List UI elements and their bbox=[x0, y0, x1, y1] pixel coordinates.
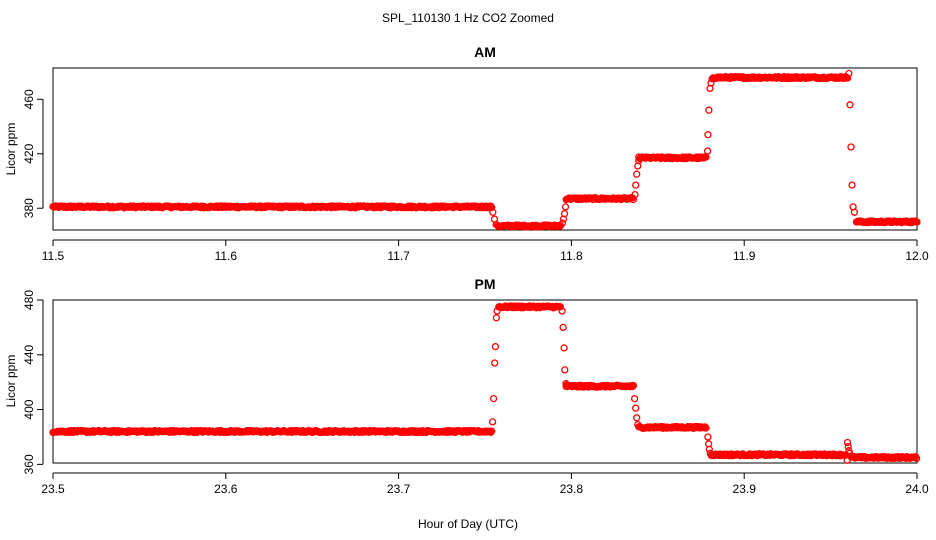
am-plot-frame bbox=[52, 67, 918, 231]
am-y-tick-label: 420 bbox=[22, 143, 36, 163]
pm-transition-point bbox=[845, 449, 854, 458]
x-axis-label: Hour of Day (UTC) bbox=[418, 517, 518, 531]
pm-transition-point bbox=[488, 418, 497, 426]
am-data-series bbox=[49, 69, 921, 231]
pm-transition-point bbox=[491, 359, 499, 367]
pm-transition-point bbox=[634, 420, 642, 429]
pm-transition-point bbox=[560, 344, 568, 352]
am-transition-point bbox=[633, 170, 641, 178]
pm-plot-frame bbox=[52, 299, 918, 464]
figure-title: SPL_110130 1 Hz CO2 Zoomed bbox=[382, 11, 554, 25]
pm-transition-point bbox=[843, 438, 852, 447]
pm-transition-point bbox=[562, 379, 570, 388]
pm-panel-title: PM bbox=[475, 276, 496, 292]
pm-data-point bbox=[487, 428, 495, 436]
am-transition-point bbox=[561, 203, 570, 211]
am-transition-point bbox=[631, 190, 639, 199]
pm-transition-point bbox=[843, 456, 851, 464]
pm-y-tick-label: 360 bbox=[22, 454, 36, 474]
pm-data-point bbox=[628, 382, 637, 391]
am-panel-title: AM bbox=[474, 44, 496, 60]
am-x-tick-label: 11.5 bbox=[42, 249, 65, 263]
am-x-tick-label: 11.6 bbox=[215, 249, 238, 263]
pm-transition-point bbox=[558, 307, 566, 315]
pm-panel: PM Licor ppm 23.5 23.6 23.7 23.8 23.9 24.0 360… bbox=[4, 276, 929, 496]
pm-x-tick-label: 23.7 bbox=[387, 482, 411, 496]
pm-transition-point bbox=[489, 394, 498, 403]
pm-data-point bbox=[629, 381, 638, 390]
pm-x-tick-label: 24.0 bbox=[905, 482, 929, 496]
am-transition-point bbox=[847, 143, 855, 151]
pm-transition-point bbox=[706, 449, 714, 458]
am-y-tick-label: 460 bbox=[22, 89, 36, 109]
pm-data-point bbox=[702, 424, 710, 432]
pm-transition-point bbox=[492, 314, 501, 322]
pm-transition-point bbox=[632, 404, 640, 412]
pm-data-point bbox=[912, 454, 921, 463]
am-data-point bbox=[488, 203, 496, 212]
pm-data-series bbox=[49, 302, 921, 464]
pm-y-tick-label: 440 bbox=[22, 344, 36, 364]
am-y-axis-label: Licor ppm bbox=[4, 123, 18, 176]
am-transition-point bbox=[704, 131, 712, 139]
pm-transition-point bbox=[630, 394, 639, 403]
pm-y-tick-label: 480 bbox=[22, 290, 36, 310]
pm-transition-point bbox=[493, 307, 501, 315]
am-panel: AM Licor ppm 11.5 11.6 11.7 11.8 11.9 12.0 380… bbox=[4, 44, 929, 263]
am-transition-point bbox=[705, 106, 713, 114]
am-transition-point bbox=[708, 75, 716, 83]
pm-data-point bbox=[556, 303, 564, 311]
am-data-point bbox=[843, 74, 852, 82]
pm-y-tick-label: 400 bbox=[22, 399, 36, 419]
am-transition-point bbox=[560, 210, 569, 218]
am-x-tick-label: 12.0 bbox=[905, 249, 929, 263]
pm-x-tick-label: 23.9 bbox=[733, 482, 757, 496]
pm-transition-point bbox=[844, 442, 852, 451]
pm-data-point bbox=[488, 427, 496, 435]
am-transition-point bbox=[558, 219, 567, 227]
pm-transition-point bbox=[561, 366, 569, 374]
pm-x-tick-label: 23.5 bbox=[41, 482, 65, 496]
am-transition-point bbox=[489, 208, 497, 216]
pm-x-tick-label: 23.6 bbox=[214, 482, 238, 496]
am-x-tick-label: 11.9 bbox=[733, 249, 756, 263]
pm-transition-point bbox=[633, 414, 641, 422]
am-transition-point bbox=[846, 101, 854, 109]
pm-data-point bbox=[701, 423, 709, 431]
am-transition-point bbox=[848, 181, 856, 189]
am-transition-point bbox=[707, 79, 715, 87]
am-transition-point bbox=[703, 147, 712, 155]
am-data-point bbox=[913, 218, 921, 226]
am-y-tick-label: 380 bbox=[22, 198, 36, 218]
pm-transition-point bbox=[491, 342, 500, 351]
pm-transition-point bbox=[559, 323, 567, 332]
pm-transition-point bbox=[704, 433, 712, 441]
am-transition-point bbox=[632, 181, 640, 189]
am-transition-point bbox=[492, 220, 500, 229]
am-transition-point bbox=[845, 69, 853, 78]
pm-x-tick-label: 23.8 bbox=[560, 482, 584, 496]
am-transition-point bbox=[635, 156, 643, 165]
am-x-tick-label: 11.8 bbox=[560, 249, 583, 263]
am-x-tick-label: 11.7 bbox=[387, 249, 410, 263]
pm-transition-point bbox=[563, 381, 571, 389]
pm-transition-point bbox=[705, 445, 713, 453]
pm-y-axis-label: Licor ppm bbox=[4, 355, 18, 408]
am-transition-point bbox=[850, 208, 859, 216]
